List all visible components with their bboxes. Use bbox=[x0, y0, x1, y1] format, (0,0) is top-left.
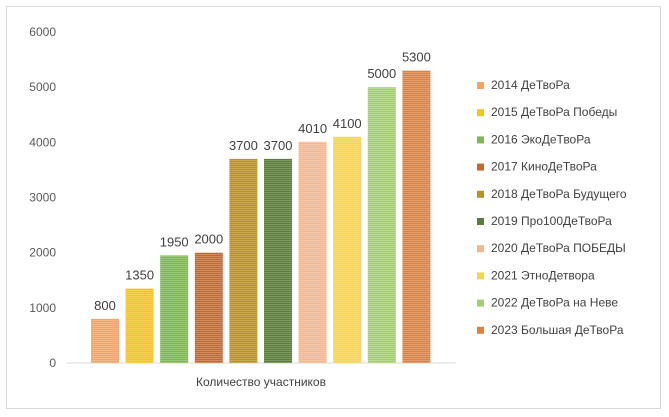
data-label-group: 800 1350 1950 2000 3700 3700 4010 4100 5000 5300 bbox=[94, 50, 431, 313]
legend-swatch bbox=[477, 326, 484, 334]
legend-swatch bbox=[477, 299, 484, 307]
legend-label: 2016 ЭкоДеТвоРа bbox=[491, 132, 591, 146]
legend-swatch bbox=[477, 245, 484, 253]
y-tick-label: 1000 bbox=[29, 301, 56, 315]
legend-label: 2019 Про100ДеТвоРа bbox=[491, 214, 612, 228]
legend: 2014 ДеТвоРа 2015 ДеТвоРа Победы 2016 ЭкоД… bbox=[477, 78, 627, 337]
data-label: 800 bbox=[94, 298, 116, 313]
data-label: 1350 bbox=[125, 268, 154, 283]
data-label: 1950 bbox=[160, 234, 189, 249]
y-tick-label: 4000 bbox=[29, 135, 56, 149]
data-label: 4010 bbox=[298, 121, 327, 136]
bar-texture bbox=[298, 141, 327, 363]
x-category-label: Количество участников bbox=[196, 375, 326, 389]
bar-group bbox=[91, 70, 431, 364]
bar-texture bbox=[367, 87, 396, 364]
y-tick-label: 2000 bbox=[29, 246, 56, 260]
legend-label: 2021 ЭтноДетвора bbox=[491, 268, 595, 282]
data-label: 3700 bbox=[229, 138, 258, 153]
data-label: 3700 bbox=[264, 138, 293, 153]
legend-swatch bbox=[477, 272, 484, 280]
legend-swatch bbox=[477, 82, 484, 89]
legend-swatch bbox=[477, 109, 484, 117]
legend-label: 2022 ДеТвоРа на Неве bbox=[491, 296, 618, 310]
y-tick-label: 5000 bbox=[29, 80, 56, 94]
y-tick-label: 6000 bbox=[29, 25, 56, 39]
bar-texture bbox=[264, 158, 292, 363]
data-label: 4100 bbox=[333, 116, 362, 131]
bar-texture bbox=[194, 252, 223, 363]
legend-swatch bbox=[477, 218, 484, 225]
legend-label: 2015 ДеТвоРа Победы bbox=[491, 105, 617, 119]
legend-label: 2017 КиноДеТвоРа bbox=[491, 160, 597, 174]
legend-swatch bbox=[477, 136, 484, 144]
legend-label: 2018 ДеТвоРа Будущего bbox=[491, 187, 627, 201]
legend-label: 2020 ДеТвоРа ПОБЕДЫ bbox=[491, 241, 626, 255]
data-label: 5300 bbox=[402, 50, 431, 65]
bar-texture bbox=[333, 136, 362, 363]
bar-texture bbox=[125, 288, 154, 363]
legend-swatch bbox=[477, 190, 484, 198]
y-axis: 0 1000 2000 3000 4000 5000 6000 bbox=[29, 25, 56, 370]
bar-texture bbox=[229, 158, 258, 363]
data-label: 2000 bbox=[194, 232, 223, 247]
y-tick-label: 3000 bbox=[29, 191, 56, 205]
bar-texture bbox=[402, 70, 431, 363]
legend-label: 2023 Большая ДеТвоРа bbox=[491, 323, 624, 337]
legend-swatch bbox=[477, 163, 484, 171]
bar-texture bbox=[160, 255, 189, 363]
legend-label: 2014 ДеТвоРа bbox=[491, 78, 570, 92]
bar-texture bbox=[91, 318, 119, 363]
y-tick-label: 0 bbox=[49, 356, 56, 370]
data-label: 5000 bbox=[367, 66, 396, 81]
